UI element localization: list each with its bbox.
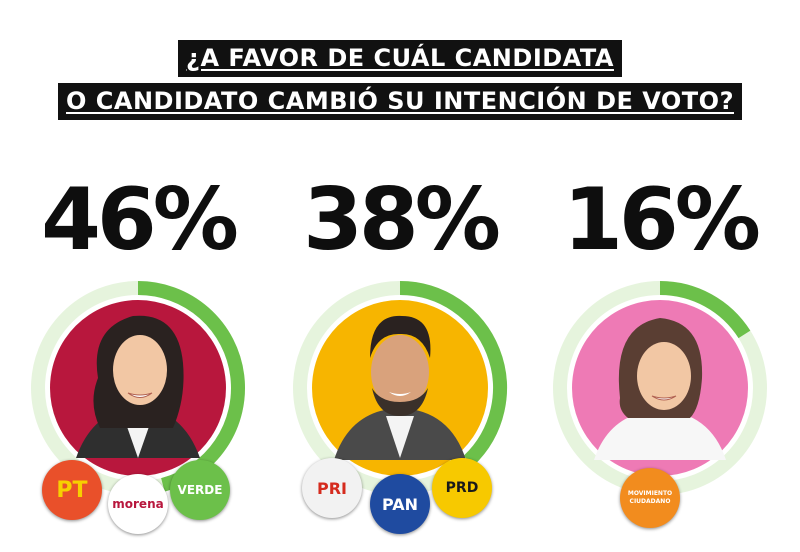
title-line-1: ¿A FAVOR DE CUÁL CANDIDATA: [178, 40, 622, 77]
candidate-portrait: [594, 318, 726, 460]
party-logo-pan: PAN: [370, 474, 430, 534]
candidate-3: 16% MOVIMIENTO CIUDADANO: [540, 168, 780, 538]
candidate-portrait: [334, 315, 466, 460]
ring-arc-3: [659, 281, 751, 339]
chart-title: ¿A FAVOR DE CUÁL CANDIDATA O CANDIDATO C…: [0, 40, 800, 120]
party-logo-pt: PT: [42, 460, 102, 520]
ring-chart-3: [553, 281, 767, 495]
title-line-2: O CANDIDATO CAMBIÓ SU INTENCIÓN DE VOTO?: [58, 83, 742, 120]
candidate-2: 38% PRI PAN PRD: [280, 168, 520, 538]
candidate-portrait: [76, 315, 200, 458]
party-logo-pri: PRI: [302, 458, 362, 518]
percent-value-2: 38%: [303, 170, 501, 270]
party-logo-morena: morena: [108, 474, 168, 534]
party-logo-mc: MOVIMIENTO CIUDADANO: [620, 468, 680, 528]
party-logo-verde: VERDE: [170, 460, 230, 520]
percent-value-1: 46%: [41, 170, 239, 270]
candidate-1: 46% PT morena VERDE: [18, 168, 258, 538]
ring-arc-2: [399, 281, 507, 466]
ring-chart-2: [293, 281, 507, 495]
party-logo-prd: PRD: [432, 458, 492, 518]
percent-value-3: 16%: [563, 170, 761, 270]
